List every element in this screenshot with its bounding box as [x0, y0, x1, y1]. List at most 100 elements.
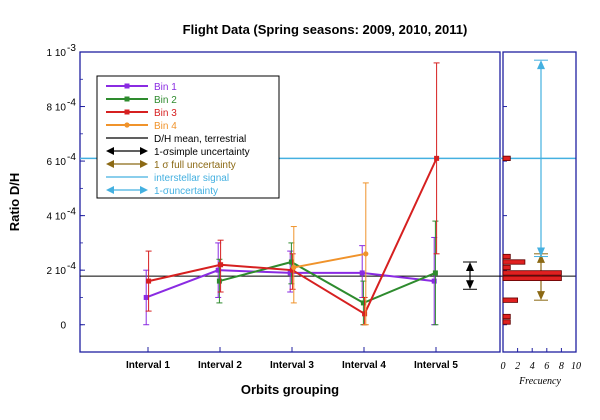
data-point [146, 278, 152, 284]
y-tick-label: 1 10 [47, 48, 67, 59]
legend-entry: interstellar signal [106, 173, 229, 184]
arrow-head-top [537, 60, 545, 70]
legend-label: Bin 1 [154, 82, 177, 93]
legend-marker [124, 109, 130, 115]
data-point [288, 259, 294, 265]
arrow-head-bottom [537, 247, 545, 257]
data-point [360, 300, 366, 306]
histogram-xlabel: Frecuency [518, 376, 561, 387]
y-tick-label: 6 10 [47, 157, 67, 168]
y-tick-exponent: -4 [67, 98, 76, 109]
legend-entry: Bin 4 [106, 121, 177, 132]
arrow-head-top [466, 262, 474, 271]
data-point [218, 262, 224, 268]
legend-box [96, 75, 280, 199]
y-tick-label: 8 10 [47, 103, 67, 114]
series-line [293, 252, 366, 269]
x-tick-label: Interval 4 [342, 360, 386, 371]
legend-marker [124, 96, 130, 102]
series-layer [143, 62, 440, 326]
arrow-head-bottom [466, 280, 474, 290]
data-point [290, 267, 296, 273]
histogram-bar [502, 313, 511, 320]
legend-entry: Bin 2 [106, 95, 177, 106]
x-tick-label: Interval 5 [414, 360, 458, 371]
uncertainty-arrows [463, 59, 548, 301]
plot-frame [79, 51, 501, 353]
histogram-x-axis: 0 2 4 6 8 10 [501, 348, 581, 372]
legend-entry: 1-σsimple uncertainty [106, 147, 250, 158]
data-point [431, 278, 437, 284]
y-tick-exponent: -4 [67, 261, 76, 272]
legend: Bin 1 Bin 2 Bin 3 Bin 4 D/H mean, terrestria… [96, 75, 280, 199]
chart-title: Flight Data (Spring seasons: 2009, 2010,… [183, 22, 468, 37]
legend-entry: Bin 3 [106, 108, 177, 119]
histogram-bar [502, 155, 511, 161]
hist-x-tick-label: 10 [571, 361, 581, 372]
legend-label: Bin 3 [154, 108, 177, 119]
legend-label: 1 σ full uncertainty [154, 160, 236, 171]
x-axis: Interval 1 Interval 2 Interval 3 Interval 4… [126, 347, 458, 371]
histogram-bar [502, 264, 511, 271]
uncertainty-arrow-1 [463, 261, 477, 290]
legend-label: Bin 2 [154, 95, 177, 106]
hist-x-tick-label: 0 [501, 361, 506, 372]
hist-x-tick-label: 4 [530, 361, 535, 372]
legend-label: 1-σuncertainty [154, 186, 218, 197]
y-tick-label: 2 10 [47, 266, 67, 277]
histogram-bar [502, 319, 511, 325]
x-tick-label: Interval 3 [270, 360, 314, 371]
arrow-head-top [537, 253, 545, 263]
data-point [287, 270, 293, 276]
legend-arrow-head-right [140, 147, 148, 155]
legend-entry: Bin 1 [106, 82, 177, 93]
y-axis-label: Ratio D/H [7, 173, 22, 232]
x-axis-label: Orbits grouping [241, 382, 339, 397]
legend-label: Bin 4 [154, 121, 177, 132]
data-point [362, 311, 368, 317]
hist-x-tick-label: 6 [544, 361, 549, 372]
data-point [434, 155, 440, 161]
series-bin-3 [145, 62, 440, 326]
y-tick-exponent: -4 [67, 152, 76, 163]
legend-label: 1-σsimple uncertainty [154, 147, 250, 158]
data-point [291, 264, 297, 271]
legend-entry: D/H mean, terrestrial [106, 134, 246, 145]
histogram-bar [502, 275, 562, 281]
legend-arrow-head-left [106, 186, 114, 194]
x-tick-label: Interval 2 [198, 360, 242, 371]
arrow-head-bottom [537, 291, 545, 301]
x-tick-label: Interval 1 [126, 360, 170, 371]
data-point [216, 278, 222, 284]
histogram-bars [502, 155, 562, 325]
legend-label: D/H mean, terrestrial [154, 134, 246, 145]
legend-entry: 1-σuncertainty [106, 186, 218, 197]
data-point [359, 270, 365, 276]
histogram-bar [502, 253, 511, 260]
data-point [215, 267, 221, 273]
legend-arrow-head-left [106, 160, 114, 168]
legend-arrow-head-right [140, 160, 148, 168]
data-point [432, 270, 438, 276]
uncertainty-arrow-3 [534, 59, 548, 258]
series-line [219, 260, 436, 305]
y-tick-label: 0 [60, 321, 66, 332]
series-bin-4 [290, 182, 369, 326]
data-point [143, 294, 149, 300]
histogram-plot: 0 2 4 6 8 10 Frecuency [501, 51, 581, 387]
histogram-bar [502, 270, 562, 276]
y-tick-exponent: -4 [67, 207, 76, 218]
legend-arrow-head-left [106, 147, 114, 155]
hist-x-tick-label: 8 [559, 361, 564, 372]
histogram-frame [502, 51, 577, 353]
histogram-bar [502, 297, 519, 303]
y-tick-label: 4 10 [47, 212, 67, 223]
histogram-bar [502, 259, 526, 265]
y-tick-exponent: -3 [67, 43, 76, 54]
y-axis: 02 10 -44 10 -46 10 -48 10 -41 10 -3 [47, 43, 507, 353]
hist-x-tick-label: 2 [515, 361, 520, 372]
data-point [363, 251, 369, 257]
legend-arrow-head-right [140, 186, 148, 194]
legend-marker [124, 83, 130, 89]
